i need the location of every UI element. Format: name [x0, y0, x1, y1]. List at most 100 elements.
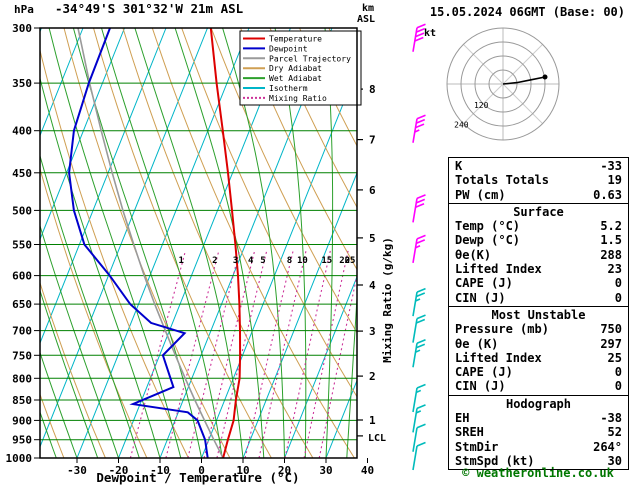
dry-adiabat-line: [240, 28, 357, 271]
hodograph-trace: [502, 76, 546, 85]
index-label: EH: [455, 411, 470, 426]
mixing-ratio-line: [129, 250, 186, 458]
temperature-curve: [209, 28, 242, 458]
index-value: 0: [614, 290, 622, 305]
pressure-tick-label: 400: [12, 125, 32, 138]
mixing-ratio-value-label: 5: [260, 256, 265, 266]
wind-barb: [412, 314, 426, 343]
mixing-ratio-value-label: 8: [287, 256, 292, 266]
wet-adiabat-line: [48, 28, 182, 458]
index-label: Lifted Index: [455, 350, 542, 365]
table-section-surface: Surface Temp (°C) 5.2 Dewp (°C) 1.5 θe(K) 288 L…: [449, 202, 628, 306]
wind-barb: [412, 194, 426, 223]
hodograph-direction-label: 240: [454, 121, 469, 130]
index-row: Temp (°C) 5.2: [449, 219, 628, 233]
index-value: 1.5: [600, 233, 622, 248]
station-title: -34°49'S 301°32'W 21m ASL: [55, 1, 244, 16]
mixing-ratio-value-label: 4: [248, 256, 254, 266]
section-header: Surface: [513, 204, 564, 219]
mixing-ratio-line: [303, 250, 349, 458]
index-row: CIN (J) 0: [449, 291, 628, 305]
index-label: Totals Totals: [455, 173, 549, 188]
mixing-ratio-line: [284, 250, 331, 458]
wind-barb: [412, 404, 426, 433]
asl-label: ASL: [357, 14, 375, 25]
index-value: 750: [600, 322, 622, 337]
legend-label: Isotherm: [269, 84, 308, 93]
index-value: 297: [600, 336, 622, 351]
index-row: PW (cm) 0.63: [449, 188, 628, 202]
index-row: Dewp (°C) 1.5: [449, 233, 628, 247]
km-asl-axis: 1 2 3 4 5 6 7 8: [357, 83, 376, 437]
pressure-tick-label: 650: [12, 298, 32, 311]
mixing-ratio-line: [244, 250, 294, 458]
wind-barb: [412, 423, 426, 452]
legend-label: Dewpoint: [269, 44, 308, 53]
hodograph-trace-endpoint: [542, 74, 548, 80]
index-value: 0.63: [593, 187, 622, 202]
lcl-label: LCL: [368, 433, 386, 444]
legend-label: Parcel Trajectory: [269, 54, 351, 63]
hodograph-ring: [446, 27, 560, 141]
index-label: Dewp (°C): [455, 233, 521, 248]
mixing-ratio-line: [187, 250, 240, 458]
index-row: θe (K) 297: [449, 337, 628, 351]
pressure-tick-label: 950: [12, 434, 32, 447]
index-value: 0: [614, 379, 622, 394]
wind-barb: [412, 114, 426, 143]
isotherm-line: [40, 28, 125, 241]
skewt-diagram: 3003504004505005506006507007508008509009…: [6, 1, 426, 485]
index-label: PW (cm): [455, 187, 506, 202]
mixing-ratio-value-label: 1: [178, 256, 183, 266]
index-label: Lifted Index: [455, 262, 542, 277]
index-label: SREH: [455, 425, 484, 440]
index-value: -38: [600, 411, 622, 426]
hodograph-unit-label: kt: [424, 28, 436, 39]
mixing-ratio-value-label: 25: [345, 256, 356, 266]
index-value: 5.2: [600, 219, 622, 234]
km-tick-label: 1: [369, 414, 376, 427]
pressure-tick-label: 850: [12, 394, 32, 407]
indices-table: K -33 Totals Totals 19 PW (cm) 0.63 Surface Tem…: [448, 157, 629, 471]
index-value: 0: [614, 276, 622, 291]
index-row: θe(K) 288: [449, 248, 628, 262]
index-label: CAPE (J): [455, 276, 513, 291]
pressure-tick-label: 1000: [6, 452, 33, 465]
index-value: 0: [614, 365, 622, 380]
wet-adiabat-line: [40, 350, 78, 458]
hodograph-ring: [460, 41, 546, 127]
mixing-ratio-value-label: 20: [339, 256, 350, 266]
index-label: CAPE (J): [455, 365, 513, 380]
index-label: Temp (°C): [455, 219, 521, 234]
temp-tick-label: 0: [198, 464, 205, 477]
index-label: K: [455, 159, 463, 173]
mixing-ratio-value-label: 15: [321, 256, 332, 266]
copyright: © weatheronline.co.uk: [462, 466, 614, 480]
temp-tick-label: 10: [236, 464, 249, 477]
dry-adiabat-line: [40, 392, 65, 458]
mixing-ratio-value-label: 3: [233, 256, 238, 266]
wind-barb: [412, 383, 426, 413]
km-tick-label: 8: [369, 83, 376, 96]
pressure-tick-label: 800: [12, 372, 32, 385]
index-label: Pressure (mb): [455, 322, 549, 337]
table-section-most-unstable: Most Unstable Pressure (mb) 750 θe (K) 297 Li…: [449, 305, 628, 395]
index-row: EH -38: [449, 411, 628, 425]
wind-barb: [412, 23, 426, 52]
index-row: StmSpd (kt) 30: [449, 454, 628, 468]
index-value: 52: [607, 425, 622, 440]
pressure-tick-label: 550: [12, 239, 32, 252]
index-label: StmDir: [455, 439, 499, 454]
isotherm-line: [325, 379, 357, 458]
index-label: θe (K): [455, 336, 499, 351]
mixing-ratio-value-label: 10: [297, 256, 308, 266]
legend-label: Dry Adiabat: [269, 64, 322, 73]
km-axis-unit-label: km: [362, 3, 374, 14]
wind-barb: [412, 339, 426, 368]
x-axis-title: Dewpoint / Temperature (°C): [96, 470, 299, 485]
index-value: 25: [607, 350, 622, 365]
table-section-indices: K -33 Totals Totals 19 PW (cm) 0.63: [449, 158, 628, 203]
km-tick-label: 7: [369, 134, 376, 147]
